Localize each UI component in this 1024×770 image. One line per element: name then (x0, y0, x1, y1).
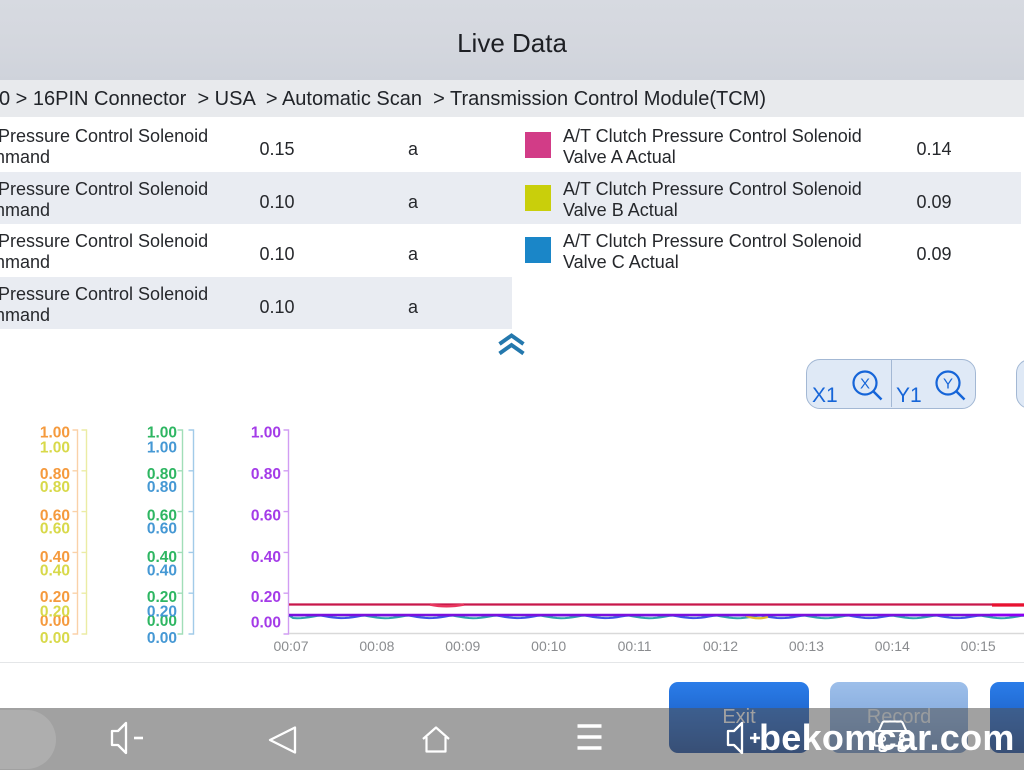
svg-text:0.20: 0.20 (40, 589, 70, 606)
svg-text:0.40: 0.40 (40, 562, 70, 579)
svg-text:0.00: 0.00 (147, 630, 177, 647)
svg-text:Y: Y (943, 376, 953, 393)
svg-text:0.00: 0.00 (40, 630, 70, 647)
svg-text:0.00: 0.00 (251, 614, 281, 631)
svg-text:0.20: 0.20 (147, 589, 177, 606)
svg-text:0.80: 0.80 (251, 466, 281, 483)
svg-text:1.00: 1.00 (147, 439, 177, 456)
svg-text:0.40: 0.40 (251, 549, 281, 566)
svg-text:00:08: 00:08 (359, 638, 394, 654)
svg-text:X: X (860, 376, 870, 393)
svg-text:0.20: 0.20 (147, 603, 177, 620)
svg-text:00:14: 00:14 (875, 638, 910, 654)
svg-text:00:12: 00:12 (703, 638, 738, 654)
svg-text:0.80: 0.80 (40, 466, 70, 483)
svg-text:00:15: 00:15 (961, 638, 996, 654)
svg-text:0.40: 0.40 (40, 549, 70, 566)
svg-text:1.00: 1.00 (147, 424, 177, 441)
svg-text:1.00: 1.00 (251, 424, 281, 441)
svg-text:00:11: 00:11 (618, 638, 652, 654)
svg-text:00:10: 00:10 (531, 638, 566, 654)
svg-text:00:07: 00:07 (273, 638, 308, 654)
svg-text:1.00: 1.00 (40, 439, 70, 456)
svg-text:1.00: 1.00 (40, 424, 70, 441)
svg-text:0.40: 0.40 (147, 549, 177, 566)
svg-text:0.80: 0.80 (147, 479, 177, 496)
svg-text:0.00: 0.00 (147, 613, 177, 630)
svg-text:0.60: 0.60 (251, 507, 281, 524)
svg-text:0.60: 0.60 (40, 507, 70, 524)
svg-text:0.60: 0.60 (147, 507, 177, 524)
svg-text:0.60: 0.60 (147, 520, 177, 537)
svg-text:0.00: 0.00 (40, 613, 70, 630)
svg-text:0.80: 0.80 (147, 466, 177, 483)
svg-text:0.80: 0.80 (40, 479, 70, 496)
svg-text:0.20: 0.20 (251, 589, 281, 606)
svg-text:00:09: 00:09 (445, 638, 480, 654)
svg-text:0.20: 0.20 (40, 603, 70, 620)
svg-text:0.40: 0.40 (147, 562, 177, 579)
svg-text:0.60: 0.60 (40, 520, 70, 537)
svg-text:00:13: 00:13 (789, 638, 824, 654)
